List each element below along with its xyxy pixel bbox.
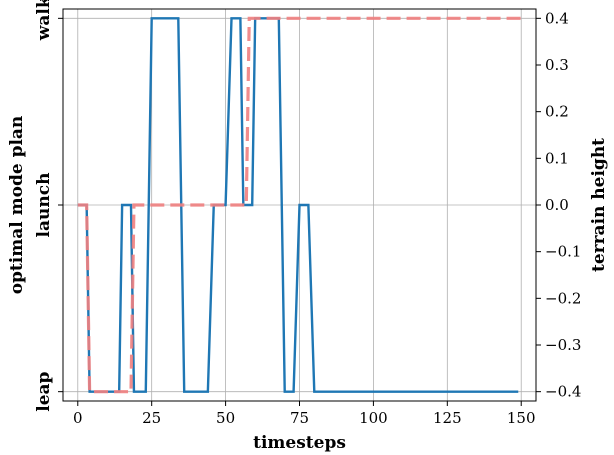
right-tick-label: −0.4 xyxy=(545,383,581,401)
x-tick-label: 100 xyxy=(359,409,388,427)
x-tick-label: 0 xyxy=(73,409,83,427)
x-tick-label: 50 xyxy=(216,409,235,427)
x-tick-label: 75 xyxy=(290,409,309,427)
left-tick-label: launch xyxy=(34,173,54,238)
right-tick-label: 0.3 xyxy=(545,56,569,74)
right-tick-label: −0.3 xyxy=(545,336,581,354)
right-tick-label: −0.1 xyxy=(545,243,581,261)
x-axis: 0 25 50 75 100 125 150 xyxy=(73,401,536,427)
left-axis: leap launch walk xyxy=(34,0,63,412)
left-tick-label: walk xyxy=(34,0,54,41)
x-tick-label: 25 xyxy=(142,409,161,427)
right-axis-title: terrain height xyxy=(589,138,609,272)
x-tick-label: 125 xyxy=(433,409,462,427)
x-tick-label: 150 xyxy=(507,409,536,427)
terrain-height-line xyxy=(77,16,522,394)
left-tick-label: leap xyxy=(34,371,54,411)
right-tick-label: 0.1 xyxy=(545,149,569,167)
right-tick-label: 0.2 xyxy=(545,103,569,121)
right-axis: −0.4 −0.3 −0.2 −0.1 0.0 0.1 0.2 0.3 0.4 xyxy=(536,9,581,401)
x-axis-title: timesteps xyxy=(253,433,346,453)
series-layer xyxy=(77,16,522,394)
right-tick-label: −0.2 xyxy=(545,289,581,307)
right-tick-label: 0.0 xyxy=(545,196,569,214)
left-axis-title: optimal mode plan xyxy=(7,116,27,295)
right-tick-label: 0.4 xyxy=(545,9,569,27)
